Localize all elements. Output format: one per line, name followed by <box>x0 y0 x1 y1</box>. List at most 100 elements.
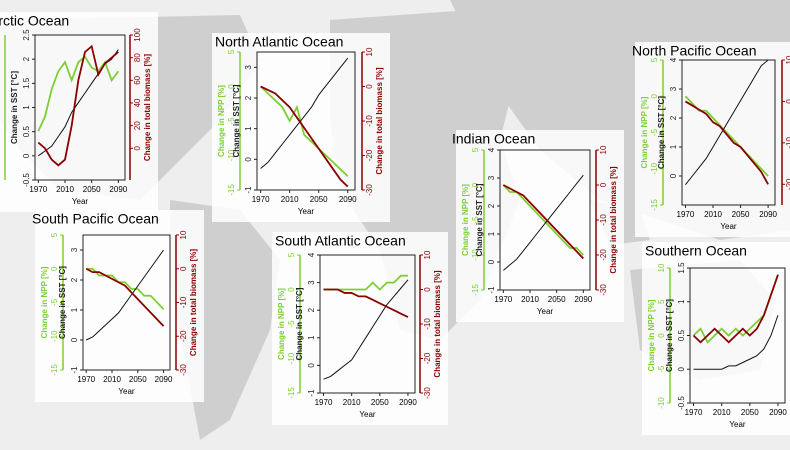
y-tick-label: 0 <box>244 157 253 162</box>
y-tick-label: -1 <box>307 389 316 397</box>
y-tick-label: 0 <box>365 84 374 89</box>
y-tick-label: -5 <box>657 365 666 373</box>
y-tick-label: 4 <box>487 147 496 152</box>
y-tick-label: 10 <box>657 263 666 272</box>
x-axis-label: Year <box>729 420 746 429</box>
y-tick-label: 0 <box>785 99 790 104</box>
x-tick-label: 2010 <box>521 295 539 304</box>
y-tick-label: 2 <box>22 56 31 61</box>
x-tick-label: 2010 <box>713 408 731 417</box>
y-tick-label: -1 <box>70 366 79 374</box>
y-axis-label: Change in SST [°C] <box>475 183 484 256</box>
y-axis-label: Change in NPP [%] <box>640 96 649 168</box>
x-tick-label: 2050 <box>310 195 328 204</box>
y-tick-label: 0 <box>669 173 678 178</box>
y-tick-label: 3 <box>70 247 79 252</box>
y-tick-label: -30 <box>599 284 608 296</box>
chart-title: Indian Ocean <box>452 131 535 147</box>
series-line <box>685 59 769 186</box>
y-axis-label: Change in NPP [%] <box>461 184 470 256</box>
y-tick-label: 0 <box>471 182 480 187</box>
y-tick-label: 2 <box>70 277 79 282</box>
y-tick-label: -20 <box>179 330 188 342</box>
y-tick-label: 0 <box>179 266 188 271</box>
x-axis-label: Year <box>537 307 554 316</box>
y-tick-label: -15 <box>50 364 59 376</box>
y-tick-label: 3 <box>244 65 253 70</box>
x-tick-label: 2050 <box>741 408 759 417</box>
x-axis-label: Year <box>72 197 89 206</box>
y-tick-label: -1 <box>487 286 496 294</box>
y-tick-label: 1 <box>307 335 316 340</box>
x-tick-label: 2010 <box>281 195 299 204</box>
y-axis-label: Change in SST [°C] <box>58 266 67 339</box>
y-tick-label: 5 <box>50 232 59 237</box>
chart-title: Southern Ocean <box>645 243 747 259</box>
series-line <box>86 249 164 341</box>
y-axis-label: Change in SST [°C] <box>232 84 241 157</box>
y-tick-label: -10 <box>287 352 296 364</box>
y-tick-label: 0.5 <box>22 126 31 138</box>
y-tick-label: 0 <box>677 366 686 371</box>
y-tick-label: 1 <box>669 144 678 149</box>
y-tick-label: -30 <box>179 364 188 376</box>
y-tick-label: 10 <box>423 250 432 259</box>
y-tick-label: 0 <box>657 333 666 338</box>
plot-frame <box>499 149 591 291</box>
y-tick-label: -1 <box>244 186 253 194</box>
y-tick-label: -5 <box>50 298 59 306</box>
y-tick-label: 0 <box>50 266 59 271</box>
panel-background <box>0 12 158 212</box>
x-tick-label: 2010 <box>343 398 361 407</box>
y-tick-label: 0 <box>307 363 316 368</box>
y-tick-label: -10 <box>179 296 188 308</box>
y-tick-label: -15 <box>650 199 659 211</box>
series-line <box>260 85 349 188</box>
y-axis-label: Change in SST [°C] <box>665 299 674 372</box>
y-tick-label: 5 <box>657 299 666 304</box>
y-tick-label: -10 <box>50 330 59 342</box>
x-axis-label: Year <box>298 207 315 216</box>
y-tick-label: 100 <box>133 28 142 42</box>
y-tick-label: -10 <box>785 137 790 149</box>
x-axis-label: Year <box>118 387 135 396</box>
series-line <box>260 57 349 169</box>
x-tick-label: 1970 <box>252 195 270 204</box>
y-tick-label: 2 <box>244 95 253 100</box>
y-tick-label: -5 <box>650 128 659 136</box>
y-tick-label: -5 <box>227 117 236 125</box>
x-tick-label: 2050 <box>83 185 101 194</box>
y-tick-label: 1 <box>677 299 686 304</box>
y-tick-label: -30 <box>423 387 432 399</box>
y-tick-label: 0 <box>133 146 142 151</box>
y-axis-label: Change in SST [°C] <box>657 96 666 169</box>
y-tick-label: 5 <box>471 147 480 152</box>
x-tick-label: 1970 <box>494 295 512 304</box>
chart-title: South Pacific Ocean <box>32 211 159 227</box>
x-axis-label: Year <box>720 222 737 231</box>
x-tick-label: 2050 <box>732 210 750 219</box>
y-tick-label: 0 <box>423 287 432 292</box>
plot-frame <box>82 234 171 371</box>
plot-frame <box>319 254 416 394</box>
y-tick-label: -15 <box>287 387 296 399</box>
x-tick-label: 2010 <box>103 375 121 384</box>
y-tick-label: -20 <box>365 149 374 161</box>
x-axis-label: Year <box>359 410 376 419</box>
x-tick-label: 1970 <box>77 375 95 384</box>
y-tick-label: -10 <box>650 162 659 174</box>
y-tick-label: 1 <box>22 105 31 110</box>
y-tick-label: 2 <box>307 307 316 312</box>
chart-title: North Atlantic Ocean <box>215 34 343 50</box>
y-tick-label: 3 <box>487 175 496 180</box>
chart-title: North Pacific Ocean <box>632 43 757 59</box>
series-line <box>37 44 119 167</box>
y-axis-label: Change in SST [°C] <box>295 287 304 360</box>
y-tick-label: -0.5 <box>677 396 686 410</box>
y-axis-label: Change in total biomass [%] <box>143 54 152 161</box>
y-tick-label: 5 <box>287 252 296 257</box>
series-line <box>323 279 409 380</box>
plot-frame <box>681 59 776 206</box>
y-tick-label: 2.5 <box>22 29 31 41</box>
y-tick-label: 80 <box>133 53 142 62</box>
